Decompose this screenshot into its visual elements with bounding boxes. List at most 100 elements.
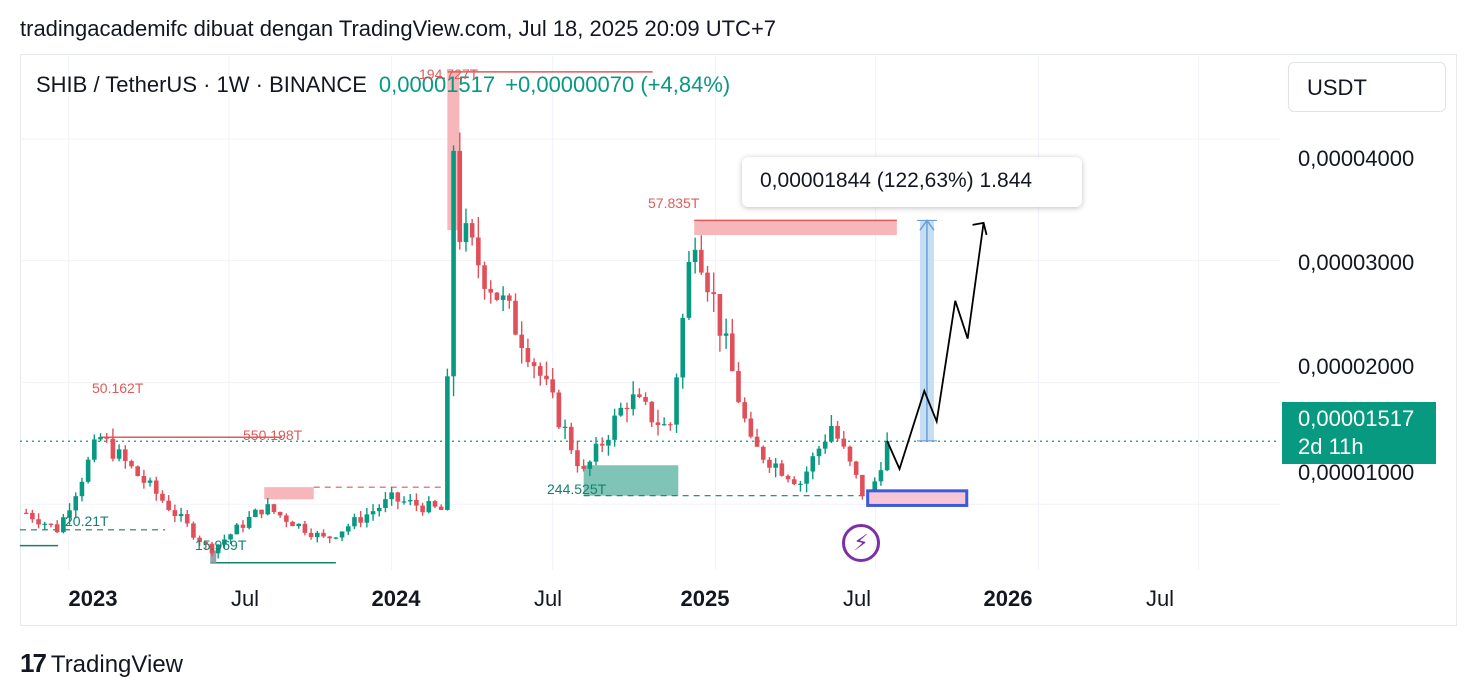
candle-body — [85, 459, 91, 482]
currency-unit-button[interactable]: USDT — [1288, 62, 1446, 112]
candle-body — [141, 476, 147, 483]
candle-body — [209, 543, 215, 554]
candle-body — [853, 461, 859, 475]
candle-body — [67, 510, 72, 518]
current-price-badge: 0,00001517 2d 11h — [1282, 402, 1436, 464]
price-level-label: 57.835T — [648, 195, 700, 211]
entry-zone-box — [866, 489, 969, 507]
candle-body — [339, 531, 345, 538]
candle-body — [184, 514, 190, 524]
candle-body — [271, 504, 277, 512]
symbol-legend[interactable]: SHIB / TetherUS · 1W · BINANCE 0,00001517… — [36, 72, 730, 98]
candle-body — [482, 265, 487, 289]
candle-body — [290, 521, 295, 527]
candle-body — [129, 460, 134, 467]
candle-body — [321, 532, 326, 537]
candle-body — [723, 333, 729, 336]
candle-body — [61, 517, 66, 533]
candle-body — [674, 377, 679, 425]
candle-body — [36, 519, 41, 525]
candle-body — [327, 536, 332, 539]
x-tick-label: Jul — [230, 586, 260, 611]
candle-body — [215, 544, 221, 554]
candle-body — [742, 402, 747, 419]
price-level-label: 50.162T — [92, 380, 144, 396]
candle-body — [655, 422, 661, 426]
candle-body — [829, 425, 834, 442]
candle-body — [711, 292, 717, 295]
candle-body — [773, 463, 778, 468]
candle-body — [699, 249, 704, 273]
candle-body — [191, 523, 196, 538]
candle-body — [575, 450, 580, 467]
candle-body — [153, 480, 159, 494]
supply-zone — [264, 487, 314, 500]
candle-body — [748, 418, 754, 437]
x-tick-label: 2025 — [680, 586, 730, 611]
candle-body — [692, 249, 698, 263]
candle-body — [587, 461, 593, 469]
candle-body — [550, 379, 555, 393]
x-tick-label: 2024 — [371, 586, 421, 611]
candle-body — [556, 392, 562, 428]
candle-body — [451, 150, 456, 377]
candle-body — [841, 438, 847, 447]
candle-body — [166, 500, 171, 511]
x-tick-label: 2026 — [983, 586, 1033, 611]
candle-body — [414, 500, 419, 506]
chart-frame — [20, 54, 1457, 626]
x-tick-label: Jul — [842, 586, 872, 611]
candle-body — [488, 288, 494, 293]
demand-zone — [583, 465, 679, 496]
candle-body — [259, 509, 264, 515]
candle-body — [246, 516, 252, 528]
candle-body — [736, 371, 741, 403]
lightning-icon[interactable]: ⚡ — [842, 524, 880, 562]
candle-body — [593, 443, 599, 462]
candle-body — [717, 294, 723, 336]
candle-body — [352, 517, 357, 527]
current-price-value: 0,00001517 — [1298, 406, 1415, 431]
chart-header-caption: tradingacademifc dibuat dengan TradingVi… — [20, 16, 777, 41]
projection-path — [886, 222, 985, 472]
candle-body — [92, 439, 97, 460]
tradingview-logo-icon: 17 — [20, 648, 47, 678]
candle-body — [568, 426, 574, 451]
candle-body — [178, 514, 184, 517]
candle-body — [222, 539, 227, 545]
candle-body — [426, 501, 432, 513]
candle-body — [525, 348, 531, 363]
candle-body — [779, 463, 785, 476]
candle-body — [494, 292, 500, 300]
support-marker — [210, 550, 217, 563]
candle-body — [519, 334, 524, 349]
candle-body — [469, 223, 475, 238]
candle-body — [537, 366, 543, 376]
candle-body — [265, 504, 271, 515]
candle-body — [767, 459, 772, 468]
candle-body — [48, 523, 54, 525]
candle-body — [42, 523, 48, 525]
candle-body — [234, 524, 240, 535]
candle-body — [637, 394, 642, 397]
candle-body — [122, 449, 128, 461]
candle-body — [438, 506, 444, 510]
candle-body — [296, 523, 302, 527]
tradingview-logo[interactable]: 17 TradingView — [20, 648, 183, 679]
candle-body — [884, 441, 890, 471]
candle-body — [835, 425, 840, 439]
candle-body — [581, 466, 586, 469]
candle-body — [729, 333, 735, 372]
candle-body — [333, 537, 339, 539]
candle-body — [649, 401, 655, 423]
price-level-label: 194.727T — [419, 66, 479, 82]
candle-body — [395, 492, 401, 502]
price-level-label: 20.21T — [65, 513, 109, 529]
candle-body — [457, 150, 463, 243]
candle-body — [345, 526, 351, 532]
candle-body — [308, 532, 314, 538]
candle-body — [240, 524, 246, 528]
candle-body — [754, 436, 760, 447]
price-level-label: 244.525T — [547, 481, 607, 497]
